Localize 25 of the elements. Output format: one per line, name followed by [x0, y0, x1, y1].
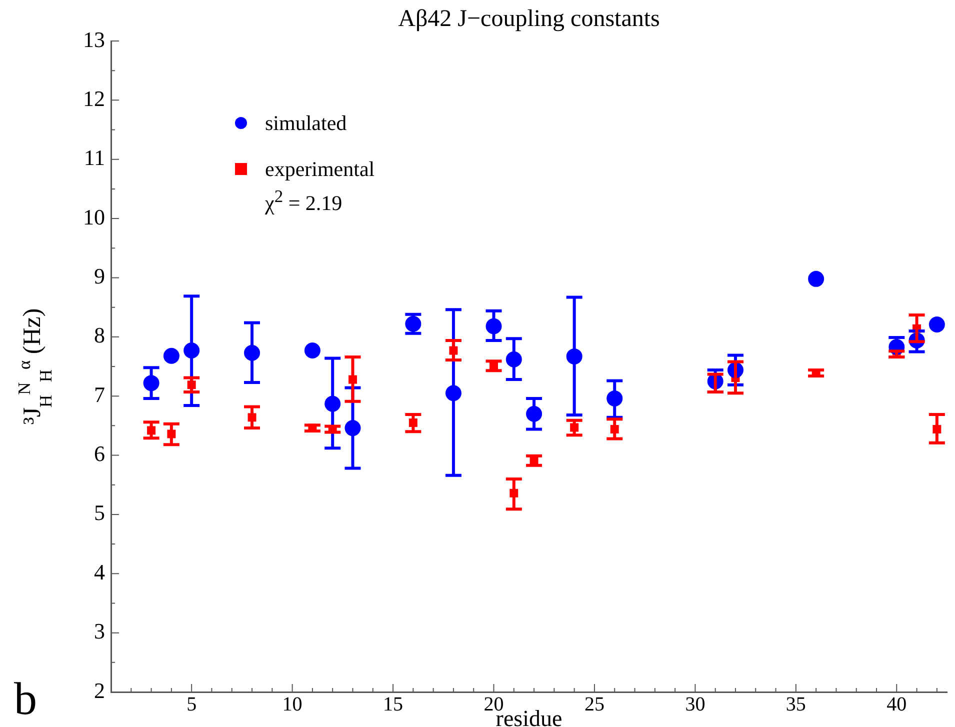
y-tick-label: 8: [94, 322, 105, 348]
x-tick-label: 15: [383, 693, 404, 716]
x-tick-label: 35: [786, 693, 806, 716]
y-tick-label: 3: [94, 618, 105, 644]
y-tick-label: 5: [94, 500, 105, 526]
y-tick-label: 13: [83, 26, 105, 52]
x-tick-label: 5: [186, 693, 197, 716]
x-tick-label: 10: [282, 693, 302, 716]
text: b: [14, 673, 37, 724]
y-tick-label: 2: [94, 678, 105, 703]
chart-title: Aβ42 J−coupling constants: [398, 6, 660, 32]
legend-label: experimental: [264, 156, 375, 183]
y-axis-title: ³JHNHα (Hz): [14, 308, 56, 425]
y-tick-label: 9: [94, 264, 105, 289]
y-tick-label: 10: [83, 204, 105, 230]
y-tick-label: 12: [83, 86, 105, 111]
x-tick-label: 30: [685, 693, 706, 716]
y-tick-label: 11: [84, 145, 105, 170]
legend-label: simulated: [264, 110, 348, 137]
x-tick-label: 25: [584, 693, 604, 716]
y-tick-label: 4: [94, 559, 105, 584]
y-tick-label: 7: [94, 382, 105, 407]
y-tick-label: 6: [94, 441, 105, 466]
annotation: χ$^{2}$ = 2.19: [265, 186, 342, 216]
x-tick-label: 40: [886, 693, 907, 716]
